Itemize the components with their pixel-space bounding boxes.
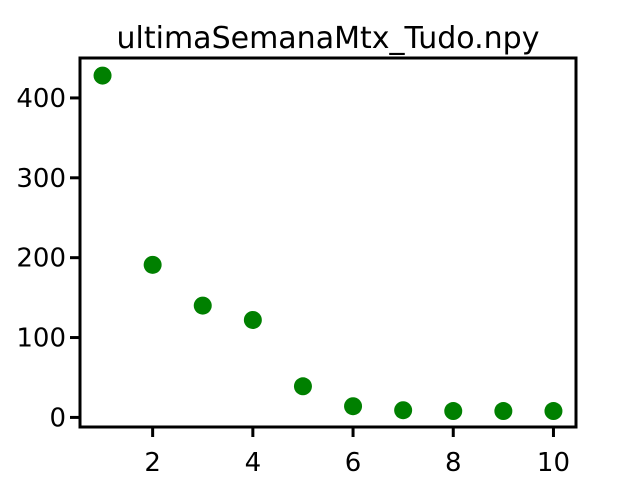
y-tick-label: 200 [16, 244, 66, 274]
y-tick-label: 400 [16, 84, 66, 114]
data-point [344, 397, 363, 416]
y-tick-label: 300 [16, 164, 66, 194]
x-tick-label: 10 [537, 448, 570, 478]
data-point [394, 401, 413, 420]
x-tick-label: 6 [345, 448, 362, 478]
data-point [193, 296, 212, 315]
data-point [93, 66, 112, 85]
plot-marks [93, 66, 563, 421]
chart-title: ultimaSemanaMtx_Tudo.npy [117, 21, 540, 56]
data-point [293, 377, 312, 396]
x-tick-label: 4 [245, 448, 262, 478]
data-point [494, 402, 513, 421]
y-tick-label: 100 [16, 324, 66, 354]
x-tick-label: 8 [445, 448, 462, 478]
data-point [143, 255, 162, 274]
x-tick-label: 2 [144, 448, 161, 478]
y-tick-label: 0 [49, 403, 66, 433]
data-point [544, 402, 563, 421]
data-point [243, 310, 262, 329]
plot-frame [78, 56, 578, 429]
data-point [444, 402, 463, 421]
